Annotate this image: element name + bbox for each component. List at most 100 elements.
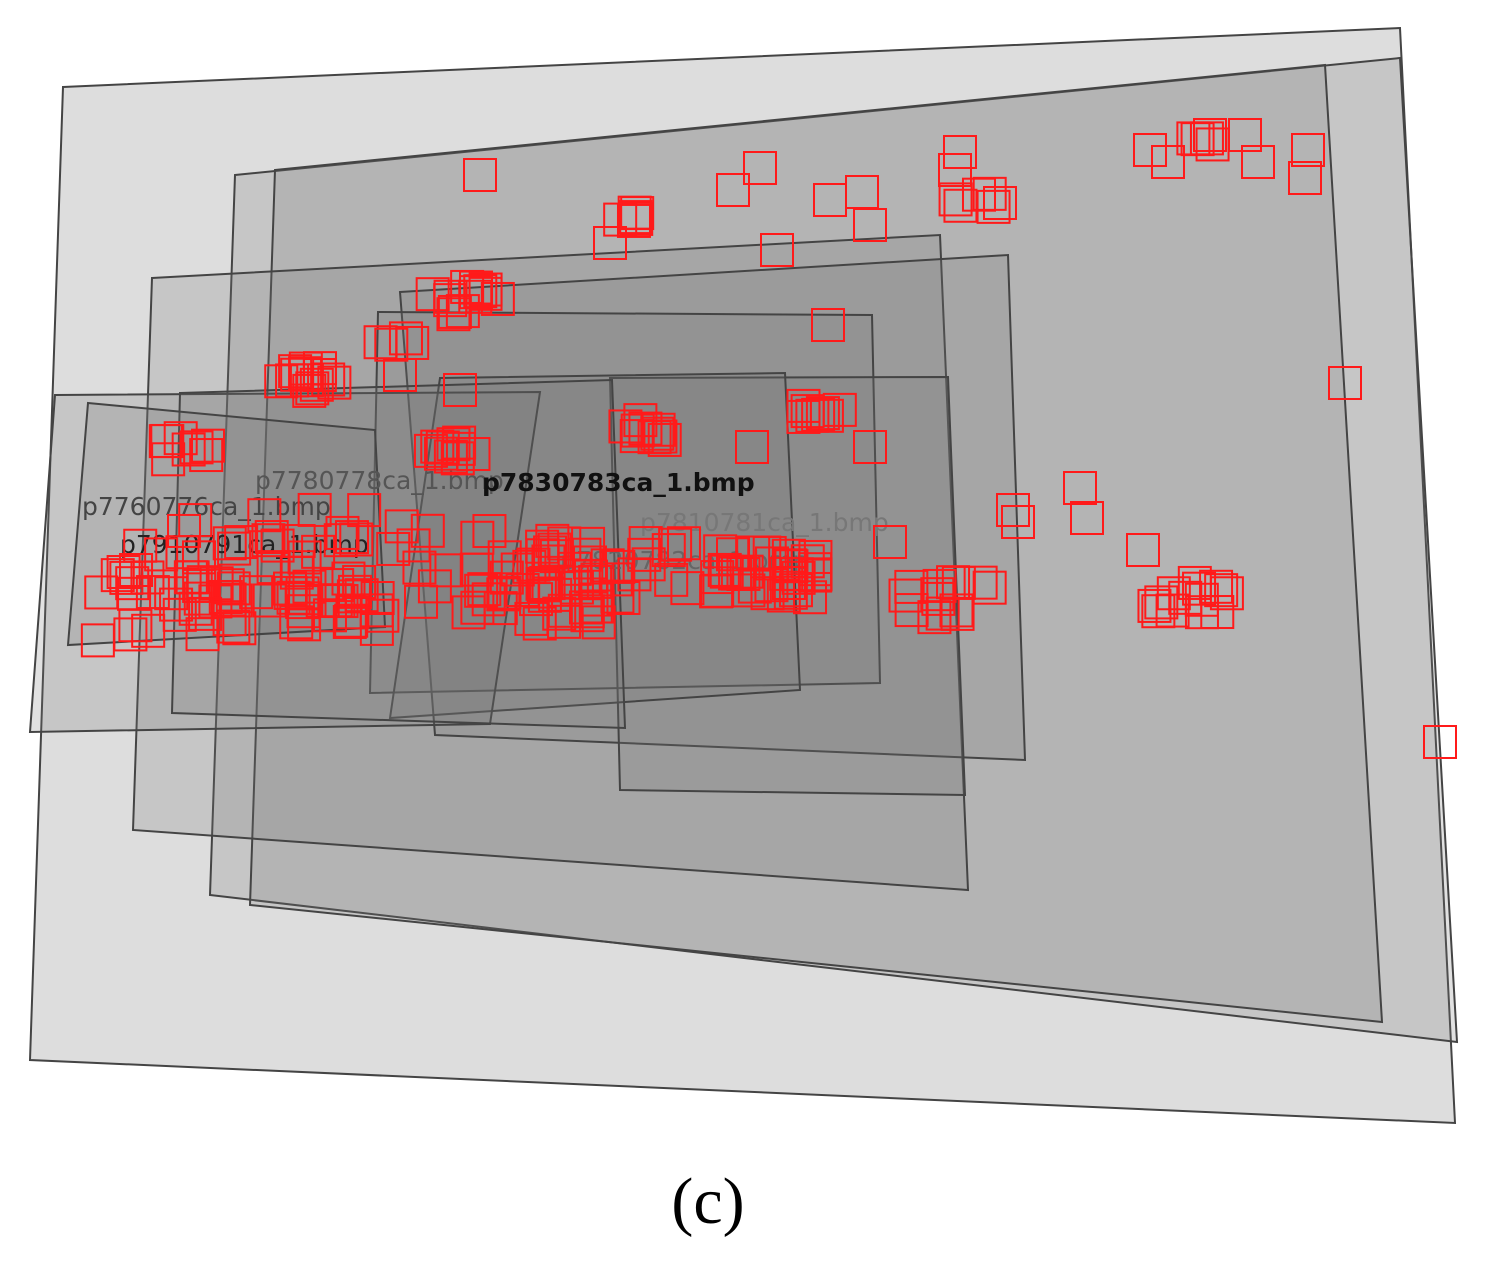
- feature-marker: [119, 552, 154, 587]
- feature-marker: [525, 566, 560, 601]
- image-label: p7830783ca_1.bmp: [482, 468, 755, 497]
- feature-marker: [396, 528, 431, 563]
- feature-marker: [752, 535, 787, 570]
- feature-marker: [279, 605, 314, 640]
- feature-marker: [216, 609, 251, 644]
- feature-marker: [1184, 595, 1219, 630]
- feature-marker: [547, 526, 582, 561]
- feature-marker: [729, 554, 764, 589]
- feature-marker: [459, 552, 494, 587]
- feature-marker: [188, 596, 223, 631]
- feature-marker: [299, 367, 334, 402]
- feature-marker: [628, 526, 663, 561]
- feature-marker: [670, 571, 705, 606]
- feature-marker: [456, 437, 491, 472]
- feature-marker: [222, 611, 257, 646]
- feature-marker: [1204, 573, 1239, 608]
- feature-marker: [938, 182, 973, 217]
- feature-marker: [80, 623, 115, 658]
- feature-marker: [106, 555, 141, 590]
- feature-marker: [376, 531, 411, 566]
- feature-marker: [464, 573, 499, 608]
- feature-marker: [181, 540, 216, 575]
- feature-marker: [388, 321, 423, 356]
- feature-marker: [570, 594, 605, 629]
- feature-marker: [700, 573, 735, 608]
- feature-marker: [1001, 505, 1035, 539]
- feature-marker: [853, 430, 887, 464]
- feature-marker: [325, 515, 360, 550]
- feature-marker: [628, 411, 663, 446]
- feature-marker: [360, 580, 395, 615]
- feature-marker: [171, 432, 206, 467]
- feature-marker: [312, 598, 347, 633]
- feature-marker: [115, 566, 150, 601]
- feature-marker: [150, 423, 185, 458]
- feature-marker: [179, 430, 214, 465]
- feature-marker: [487, 575, 522, 610]
- feature-marker: [84, 575, 119, 610]
- feature-marker: [285, 576, 320, 611]
- feature-marker: [961, 177, 996, 212]
- feature-marker: [334, 603, 369, 638]
- feature-marker: [894, 593, 929, 628]
- feature-marker: [1141, 594, 1176, 629]
- feature-marker: [191, 428, 226, 463]
- feature-marker: [1137, 588, 1172, 623]
- feature-marker: [616, 203, 651, 238]
- feature-marker: [185, 617, 220, 652]
- feature-marker: [963, 565, 998, 600]
- feature-markers: [80, 118, 1457, 759]
- feature-marker: [189, 438, 224, 473]
- feature-marker: [182, 568, 217, 603]
- feature-marker: [760, 233, 794, 267]
- image-plane: [248, 63, 1384, 1024]
- feature-marker: [514, 601, 549, 636]
- feature-marker: [703, 534, 738, 569]
- feature-marker: [620, 196, 655, 231]
- feature-marker: [301, 534, 336, 569]
- feature-marker: [1291, 133, 1325, 167]
- feature-marker: [1288, 161, 1322, 195]
- feature-marker: [535, 523, 570, 558]
- feature-marker: [468, 276, 503, 311]
- feature-marker: [525, 538, 560, 573]
- feature-marker: [593, 226, 627, 260]
- feature-marker: [1423, 725, 1457, 759]
- feature-marker: [943, 135, 977, 169]
- feature-marker: [1199, 569, 1234, 604]
- feature-marker: [292, 373, 327, 408]
- feature-marker: [297, 492, 332, 527]
- feature-marker: [793, 580, 828, 615]
- feature-marker: [254, 520, 289, 555]
- feature-marker: [339, 522, 374, 557]
- feature-marker: [651, 533, 686, 568]
- feature-marker: [317, 365, 352, 400]
- feature-marker: [239, 575, 274, 610]
- feature-marker: [972, 570, 1007, 605]
- feature-marker: [1328, 366, 1362, 400]
- feature-marker: [463, 158, 497, 192]
- feature-marker: [716, 173, 750, 207]
- feature-marker: [420, 429, 455, 464]
- feature-marker: [573, 559, 608, 594]
- feature-marker: [217, 531, 252, 566]
- feature-marker: [347, 493, 382, 528]
- feature-marker: [212, 582, 247, 617]
- feature-marker: [943, 188, 978, 223]
- feature-marker: [118, 608, 153, 643]
- feature-marker: [709, 554, 744, 589]
- feature-marker: [1241, 145, 1275, 179]
- feature-marker: [786, 388, 821, 423]
- feature-marker: [754, 546, 789, 581]
- feature-marker: [774, 549, 809, 584]
- feature-marker: [410, 513, 445, 548]
- feature-marker: [795, 398, 830, 433]
- feature-marker: [445, 294, 480, 329]
- feature-marker: [212, 526, 247, 561]
- feature-marker: [216, 571, 251, 606]
- feature-marker: [798, 558, 833, 593]
- feature-marker: [805, 396, 840, 431]
- feature-marker: [151, 442, 186, 477]
